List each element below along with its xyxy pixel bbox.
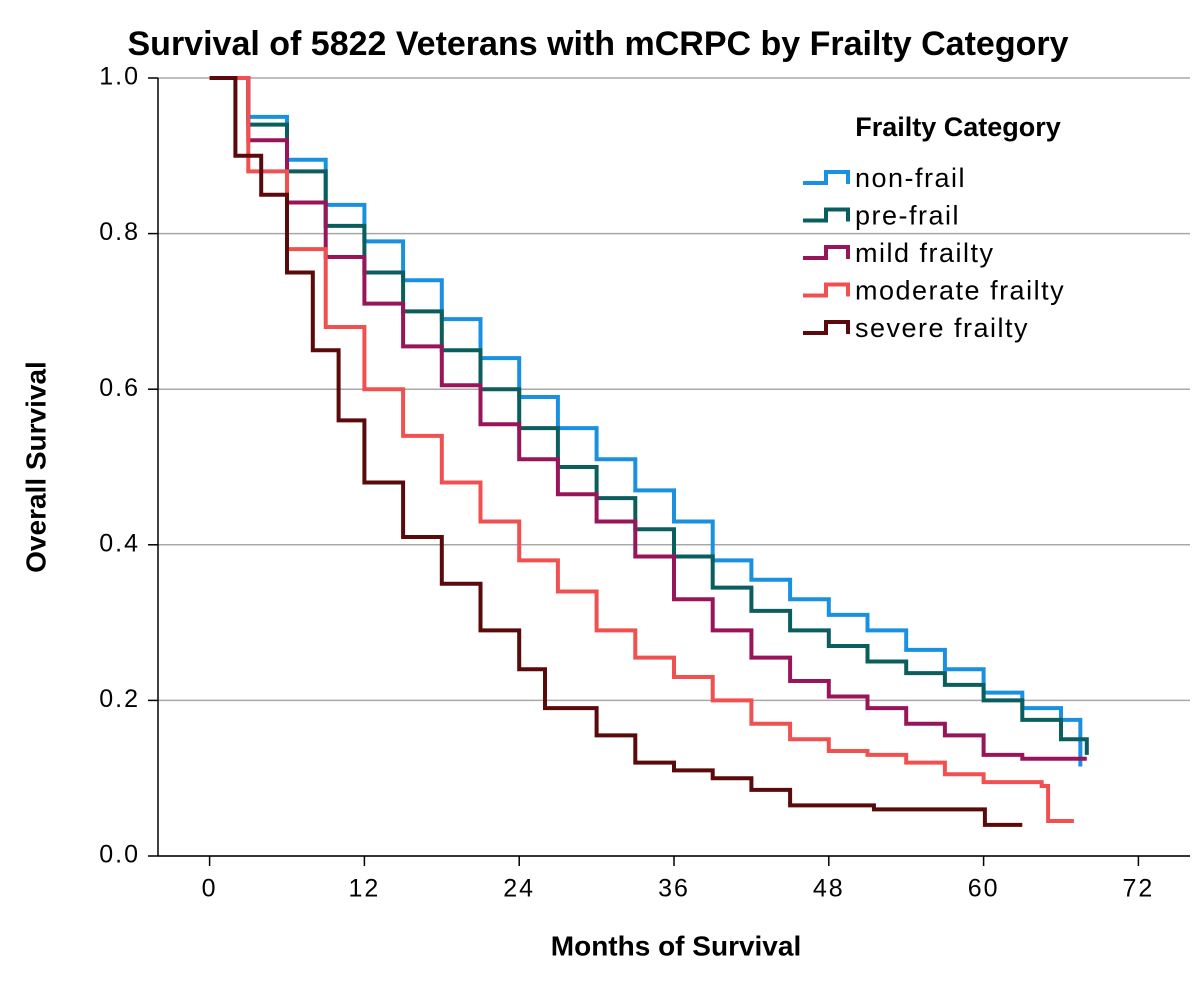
chart-title: Survival of 5822 Veterans with mCRPC by … xyxy=(128,25,1069,63)
x-tick-label: 60 xyxy=(968,875,1000,903)
x-tick-label: 12 xyxy=(348,875,380,903)
survival-curve xyxy=(209,76,1023,827)
x-tick-label: 24 xyxy=(503,875,535,903)
y-tick-label: 0.0 xyxy=(99,841,140,869)
legend-swatch xyxy=(803,282,850,298)
legend-swatch xyxy=(803,245,850,260)
legend-title: Frailty Category xyxy=(855,112,1061,142)
legend-label: severe frailty xyxy=(855,313,1029,343)
x-tick-label: 0 xyxy=(202,875,218,903)
legend-label: mild frailty xyxy=(855,238,995,268)
y-axis-label: Overall Survival xyxy=(20,361,51,573)
legend-label: moderate frailty xyxy=(855,276,1065,306)
y-tick-label: 1.0 xyxy=(99,63,140,91)
x-tick-label: 48 xyxy=(813,875,845,903)
x-tick-label: 36 xyxy=(658,875,690,903)
legend-swatch xyxy=(803,207,850,223)
survival-curve xyxy=(209,76,1087,761)
legend-label: pre-frail xyxy=(855,201,960,231)
y-tick-label: 0.4 xyxy=(99,529,140,557)
x-tick-label: 72 xyxy=(1122,875,1154,903)
y-tick-label: 0.2 xyxy=(99,685,140,713)
x-axis-label: Months of Survival xyxy=(551,930,801,961)
legend-swatch xyxy=(803,170,850,185)
y-tick-label: 0.6 xyxy=(99,374,140,402)
legend-swatch xyxy=(803,320,850,335)
survival-curve xyxy=(209,76,1074,823)
legend-label: non-frail xyxy=(855,163,966,193)
y-tick-label: 0.8 xyxy=(99,218,140,246)
